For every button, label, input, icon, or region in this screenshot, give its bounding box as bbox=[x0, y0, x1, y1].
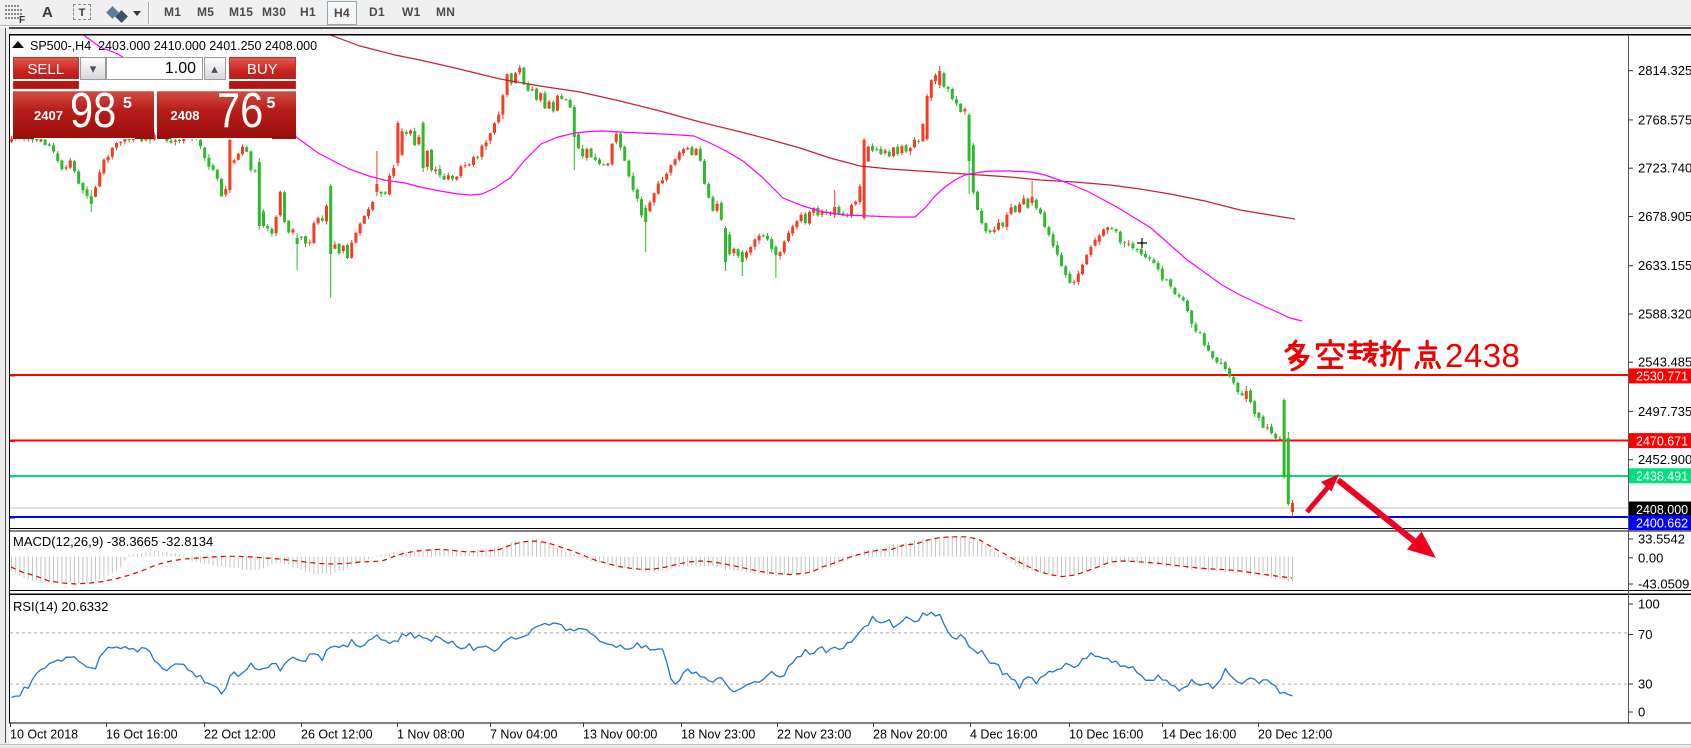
svg-text:2497.735: 2497.735 bbox=[1638, 404, 1691, 419]
svg-text:13 Nov 00:00: 13 Nov 00:00 bbox=[583, 728, 657, 742]
svg-text:F: F bbox=[19, 15, 25, 26]
svg-text:2543.485: 2543.485 bbox=[1638, 355, 1691, 370]
svg-text:-43.0509: -43.0509 bbox=[1638, 577, 1689, 592]
svg-text:0: 0 bbox=[1638, 705, 1645, 720]
svg-text:2408.000: 2408.000 bbox=[1636, 503, 1688, 517]
svg-text:4 Dec 16:00: 4 Dec 16:00 bbox=[970, 728, 1037, 742]
svg-text:1 Nov 08:00: 1 Nov 08:00 bbox=[397, 728, 464, 742]
svg-text:20 Dec 12:00: 20 Dec 12:00 bbox=[1258, 728, 1332, 742]
svg-text:100: 100 bbox=[1638, 597, 1660, 612]
svg-text:70: 70 bbox=[1638, 627, 1652, 642]
svg-text:2452.900: 2452.900 bbox=[1638, 452, 1691, 467]
svg-text:2470.671: 2470.671 bbox=[1636, 434, 1688, 448]
svg-text:30: 30 bbox=[1638, 677, 1652, 692]
svg-text:2768.575: 2768.575 bbox=[1638, 112, 1691, 127]
svg-text:7 Nov 04:00: 7 Nov 04:00 bbox=[490, 728, 557, 742]
svg-text:22 Oct 12:00: 22 Oct 12:00 bbox=[204, 728, 276, 742]
svg-text:RSI(14) 20.6332: RSI(14) 20.6332 bbox=[13, 599, 108, 614]
svg-text:2633.155: 2633.155 bbox=[1638, 258, 1691, 273]
svg-text:MACD(12,26,9) -38.3665 -32.813: MACD(12,26,9) -38.3665 -32.8134 bbox=[13, 534, 213, 549]
svg-text:2678.905: 2678.905 bbox=[1638, 209, 1691, 224]
svg-text:28 Nov 20:00: 28 Nov 20:00 bbox=[873, 728, 947, 742]
svg-text:18 Nov 23:00: 18 Nov 23:00 bbox=[681, 728, 755, 742]
svg-text:14 Dec 16:00: 14 Dec 16:00 bbox=[1162, 728, 1236, 742]
svg-text:16 Oct 16:00: 16 Oct 16:00 bbox=[106, 728, 178, 742]
svg-text:2814.325: 2814.325 bbox=[1638, 63, 1691, 78]
svg-text:0.00: 0.00 bbox=[1638, 550, 1663, 565]
svg-text:10 Oct 2018: 10 Oct 2018 bbox=[10, 728, 78, 742]
svg-text:2588.320: 2588.320 bbox=[1638, 307, 1691, 322]
svg-text:2438.491: 2438.491 bbox=[1636, 470, 1688, 484]
svg-text:10 Dec 16:00: 10 Dec 16:00 bbox=[1069, 728, 1143, 742]
svg-text:2530.771: 2530.771 bbox=[1636, 370, 1688, 384]
svg-text:22 Nov 23:00: 22 Nov 23:00 bbox=[777, 728, 851, 742]
svg-text:2723.740: 2723.740 bbox=[1638, 161, 1691, 176]
svg-text:33.5542: 33.5542 bbox=[1638, 532, 1685, 547]
svg-text:2400.662: 2400.662 bbox=[1636, 516, 1688, 530]
svg-text:26 Oct 12:00: 26 Oct 12:00 bbox=[301, 728, 373, 742]
svg-text:SP500-,H4 2403.000 2410.000 2: SP500-,H4 2403.000 2410.000 2401.250 240… bbox=[30, 39, 317, 53]
svg-text:2438: 2438 bbox=[1445, 337, 1520, 374]
